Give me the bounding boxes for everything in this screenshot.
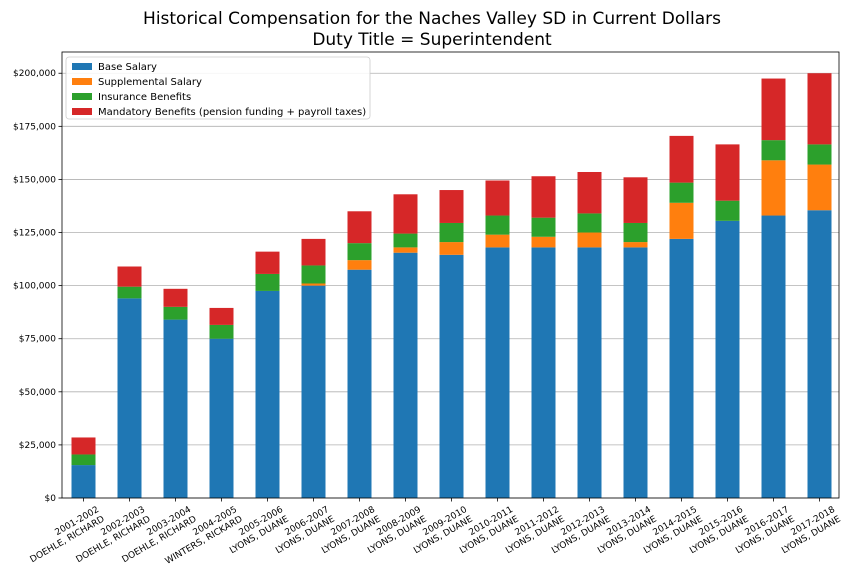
bar-segment [347, 243, 372, 261]
bar-segment [439, 222, 464, 243]
bar-segment [439, 190, 464, 223]
bar-segment [531, 176, 556, 218]
bar-segment [623, 247, 648, 498]
bar-segment [715, 200, 740, 221]
bar-segment [255, 290, 280, 498]
legend-entry: Supplemental Salary [98, 77, 202, 88]
bar-segment [439, 254, 464, 498]
bar-segment [485, 247, 510, 498]
bar-segment [485, 180, 510, 216]
plot-frame [61, 51, 840, 499]
legend-swatch [72, 108, 92, 115]
y-tick-label: $75,000 [19, 335, 56, 345]
bar-segment [623, 242, 648, 248]
legend-swatch [72, 63, 92, 70]
legend-entry: Base Salary [98, 62, 157, 73]
bar-segment [577, 213, 602, 233]
bar-segment [669, 238, 694, 498]
legend-entry: Mandatory Benefits (pension funding + pa… [98, 107, 366, 118]
bar-segment [71, 437, 96, 455]
bar-segment [301, 285, 326, 498]
y-tick-label: $175,000 [13, 122, 56, 132]
bar-segment [117, 266, 142, 287]
y-tick-label: $50,000 [19, 388, 56, 398]
bar-segment [485, 234, 510, 248]
x-axis: 2001-2002DOEHLE, RICHARD2002-2003DOEHLE,… [29, 498, 843, 567]
bar-segment [301, 265, 326, 284]
legend-box [65, 56, 371, 120]
legend: Base Salary Supplemental Salary Insurance … [65, 56, 371, 120]
bar-segment [163, 288, 188, 307]
bar-segment [761, 160, 786, 216]
bar-segment [255, 273, 280, 291]
chart-title: Historical Compensation for the Naches V… [143, 9, 721, 29]
bar-segment [439, 242, 464, 255]
bar-segment [393, 247, 418, 253]
bar-segment [577, 247, 602, 498]
legend-swatch [72, 78, 92, 85]
bar-segment [531, 236, 556, 248]
y-tick-label: $0 [45, 494, 57, 504]
bar-segment [669, 135, 694, 183]
bar-segment [807, 164, 832, 211]
legend-swatch [72, 93, 92, 100]
y-tick-label: $200,000 [13, 69, 56, 79]
bar-segment [715, 144, 740, 201]
bar-segment [715, 220, 740, 499]
y-axis: $0 $25,000 $50,000 $75,000 $100,000 $125,000 $… [13, 69, 62, 504]
bar-segment [807, 210, 832, 498]
bar-segment [301, 238, 326, 266]
bars [71, 73, 832, 499]
bar-segment [761, 140, 786, 161]
bar-segment [163, 306, 188, 320]
bar-segment [485, 215, 510, 235]
bar-segment [807, 73, 832, 145]
y-tick-label: $25,000 [19, 441, 56, 451]
bar-segment [209, 307, 234, 325]
bar-segment [393, 252, 418, 498]
bar-segment [393, 194, 418, 234]
bar-segment [623, 177, 648, 223]
bar-segment [71, 465, 96, 498]
bar-segment [71, 454, 96, 466]
bar-segment [393, 233, 418, 248]
y-tick-label: $100,000 [13, 282, 56, 292]
bar-segment [761, 78, 786, 141]
bar-segment [807, 144, 832, 165]
bar-segment [669, 202, 694, 239]
bar-segment [347, 260, 372, 270]
bar-segment [531, 247, 556, 498]
bar-segment [347, 269, 372, 498]
bar-segment [209, 338, 234, 498]
bar-segment [347, 211, 372, 244]
chart-subtitle: Duty Title = Superintendent [312, 30, 552, 50]
bar-segment [163, 319, 188, 498]
bar-segment [117, 298, 142, 498]
bar-segment [301, 283, 326, 286]
bar-segment [209, 324, 234, 339]
bar-segment [577, 232, 602, 248]
bar-segment [255, 251, 280, 274]
y-tick-label: $125,000 [13, 229, 56, 239]
y-tick-label: $150,000 [13, 175, 56, 185]
bar-segment [669, 182, 694, 203]
bar-segment [531, 217, 556, 237]
bar-segment [761, 215, 786, 499]
bar-segment [623, 222, 648, 243]
legend-entry: Insurance Benefits [98, 92, 191, 103]
bar-segment [577, 171, 602, 214]
bar-segment [117, 286, 142, 299]
